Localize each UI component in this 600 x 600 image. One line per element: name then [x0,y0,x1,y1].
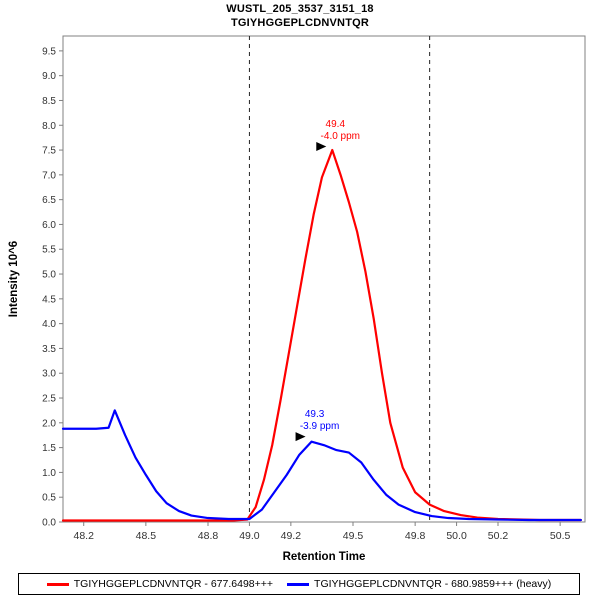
heavy-peak-label: 49.3-3.9 ppm [295,409,339,442]
plot-frame [62,35,586,523]
peptide-sequence-title: TGIYHGGEPLCDNVNTQR [230,17,370,29]
annotation-mass-error: -4.0 ppm [321,131,360,142]
trace-heavy[interactable] [61,409,582,522]
legend-swatch-heavy-icon [287,582,310,586]
page-title: WUSTL_205_3537_3151_18 TGIYHGGEPLCDNVNTQ… [0,2,600,30]
y-axis-tick-label: 8.5 [42,96,56,107]
y-axis-tick-label: 2.0 [42,418,56,429]
x-axis-tick-label: 48.2 [73,530,94,542]
legend-item-heavy[interactable]: TGIYHGGEPLCDNVNTQR - 680.9859+++ (heavy) [287,578,551,590]
x-axis-tick-label: 50.2 [488,530,509,542]
annotation-retention-time: 49.3 [305,409,325,420]
x-axis-tick-label: 50.5 [550,530,571,542]
apex-pointer-icon [316,142,327,152]
legend-item-light[interactable]: TGIYHGGEPLCDNVNTQR - 677.6498+++ [46,578,274,590]
y-axis-tick-label: 1.5 [42,443,56,454]
apex-pointer-icon [295,432,306,442]
y-axis-tick-label: 0.5 [42,493,56,504]
x-axis-tick-label: 49.5 [343,530,364,542]
x-axis-tick-label: 49.8 [405,530,426,542]
y-axis-tick-label: 9.0 [42,71,56,82]
light-peak-label: 49.4-4.0 ppm [316,119,360,152]
legend-label-heavy: TGIYHGGEPLCDNVNTQR - 680.9859+++ (heavy) [314,578,552,590]
y-axis-tick-label: 5.0 [42,270,56,281]
y-axis-tick-label: 9.5 [42,46,56,57]
annotation-mass-error: -3.9 ppm [300,421,339,432]
y-axis-tick-label: 6.5 [42,195,56,206]
y-axis-tick-label: 3.5 [42,344,56,355]
y-axis-tick-label: 7.0 [42,170,56,181]
x-axis-tick-label: 50.0 [446,530,467,542]
legend: TGIYHGGEPLCDNVNTQR - 677.6498+++ TGIYHGG… [18,573,580,595]
legend-label-light: TGIYHGGEPLCDNVNTQR - 677.6498+++ [73,578,274,590]
x-axis-title: Retention Time [283,551,366,563]
x-axis-tick-label: 49.2 [281,530,302,542]
x-axis-tick-label: 48.5 [136,530,157,542]
y-axis-tick-label: 5.5 [42,245,56,256]
y-axis-tick-label: 7.5 [42,146,56,157]
y-axis-tick-label: 2.5 [42,394,56,405]
y-axis-tick-label: 4.0 [42,319,56,330]
y-axis-tick-label: 8.0 [42,121,56,132]
sample-id-title: WUSTL_205_3537_3151_18 [226,3,374,15]
annotation-retention-time: 49.4 [326,119,346,130]
x-axis-tick-label: 49.0 [239,530,260,542]
y-axis-tick-label: 6.0 [42,220,56,231]
trace-light[interactable] [61,148,582,522]
y-axis-title: Intensity 10^6 [8,241,20,317]
legend-swatch-light-icon [46,582,69,586]
x-axis-tick-label: 48.8 [198,530,219,542]
y-axis-tick-label: 3.0 [42,369,56,380]
y-axis-tick-label: 0.0 [42,518,56,529]
y-axis-tick-label: 4.5 [42,294,56,305]
y-axis-tick-label: 1.0 [42,468,56,479]
